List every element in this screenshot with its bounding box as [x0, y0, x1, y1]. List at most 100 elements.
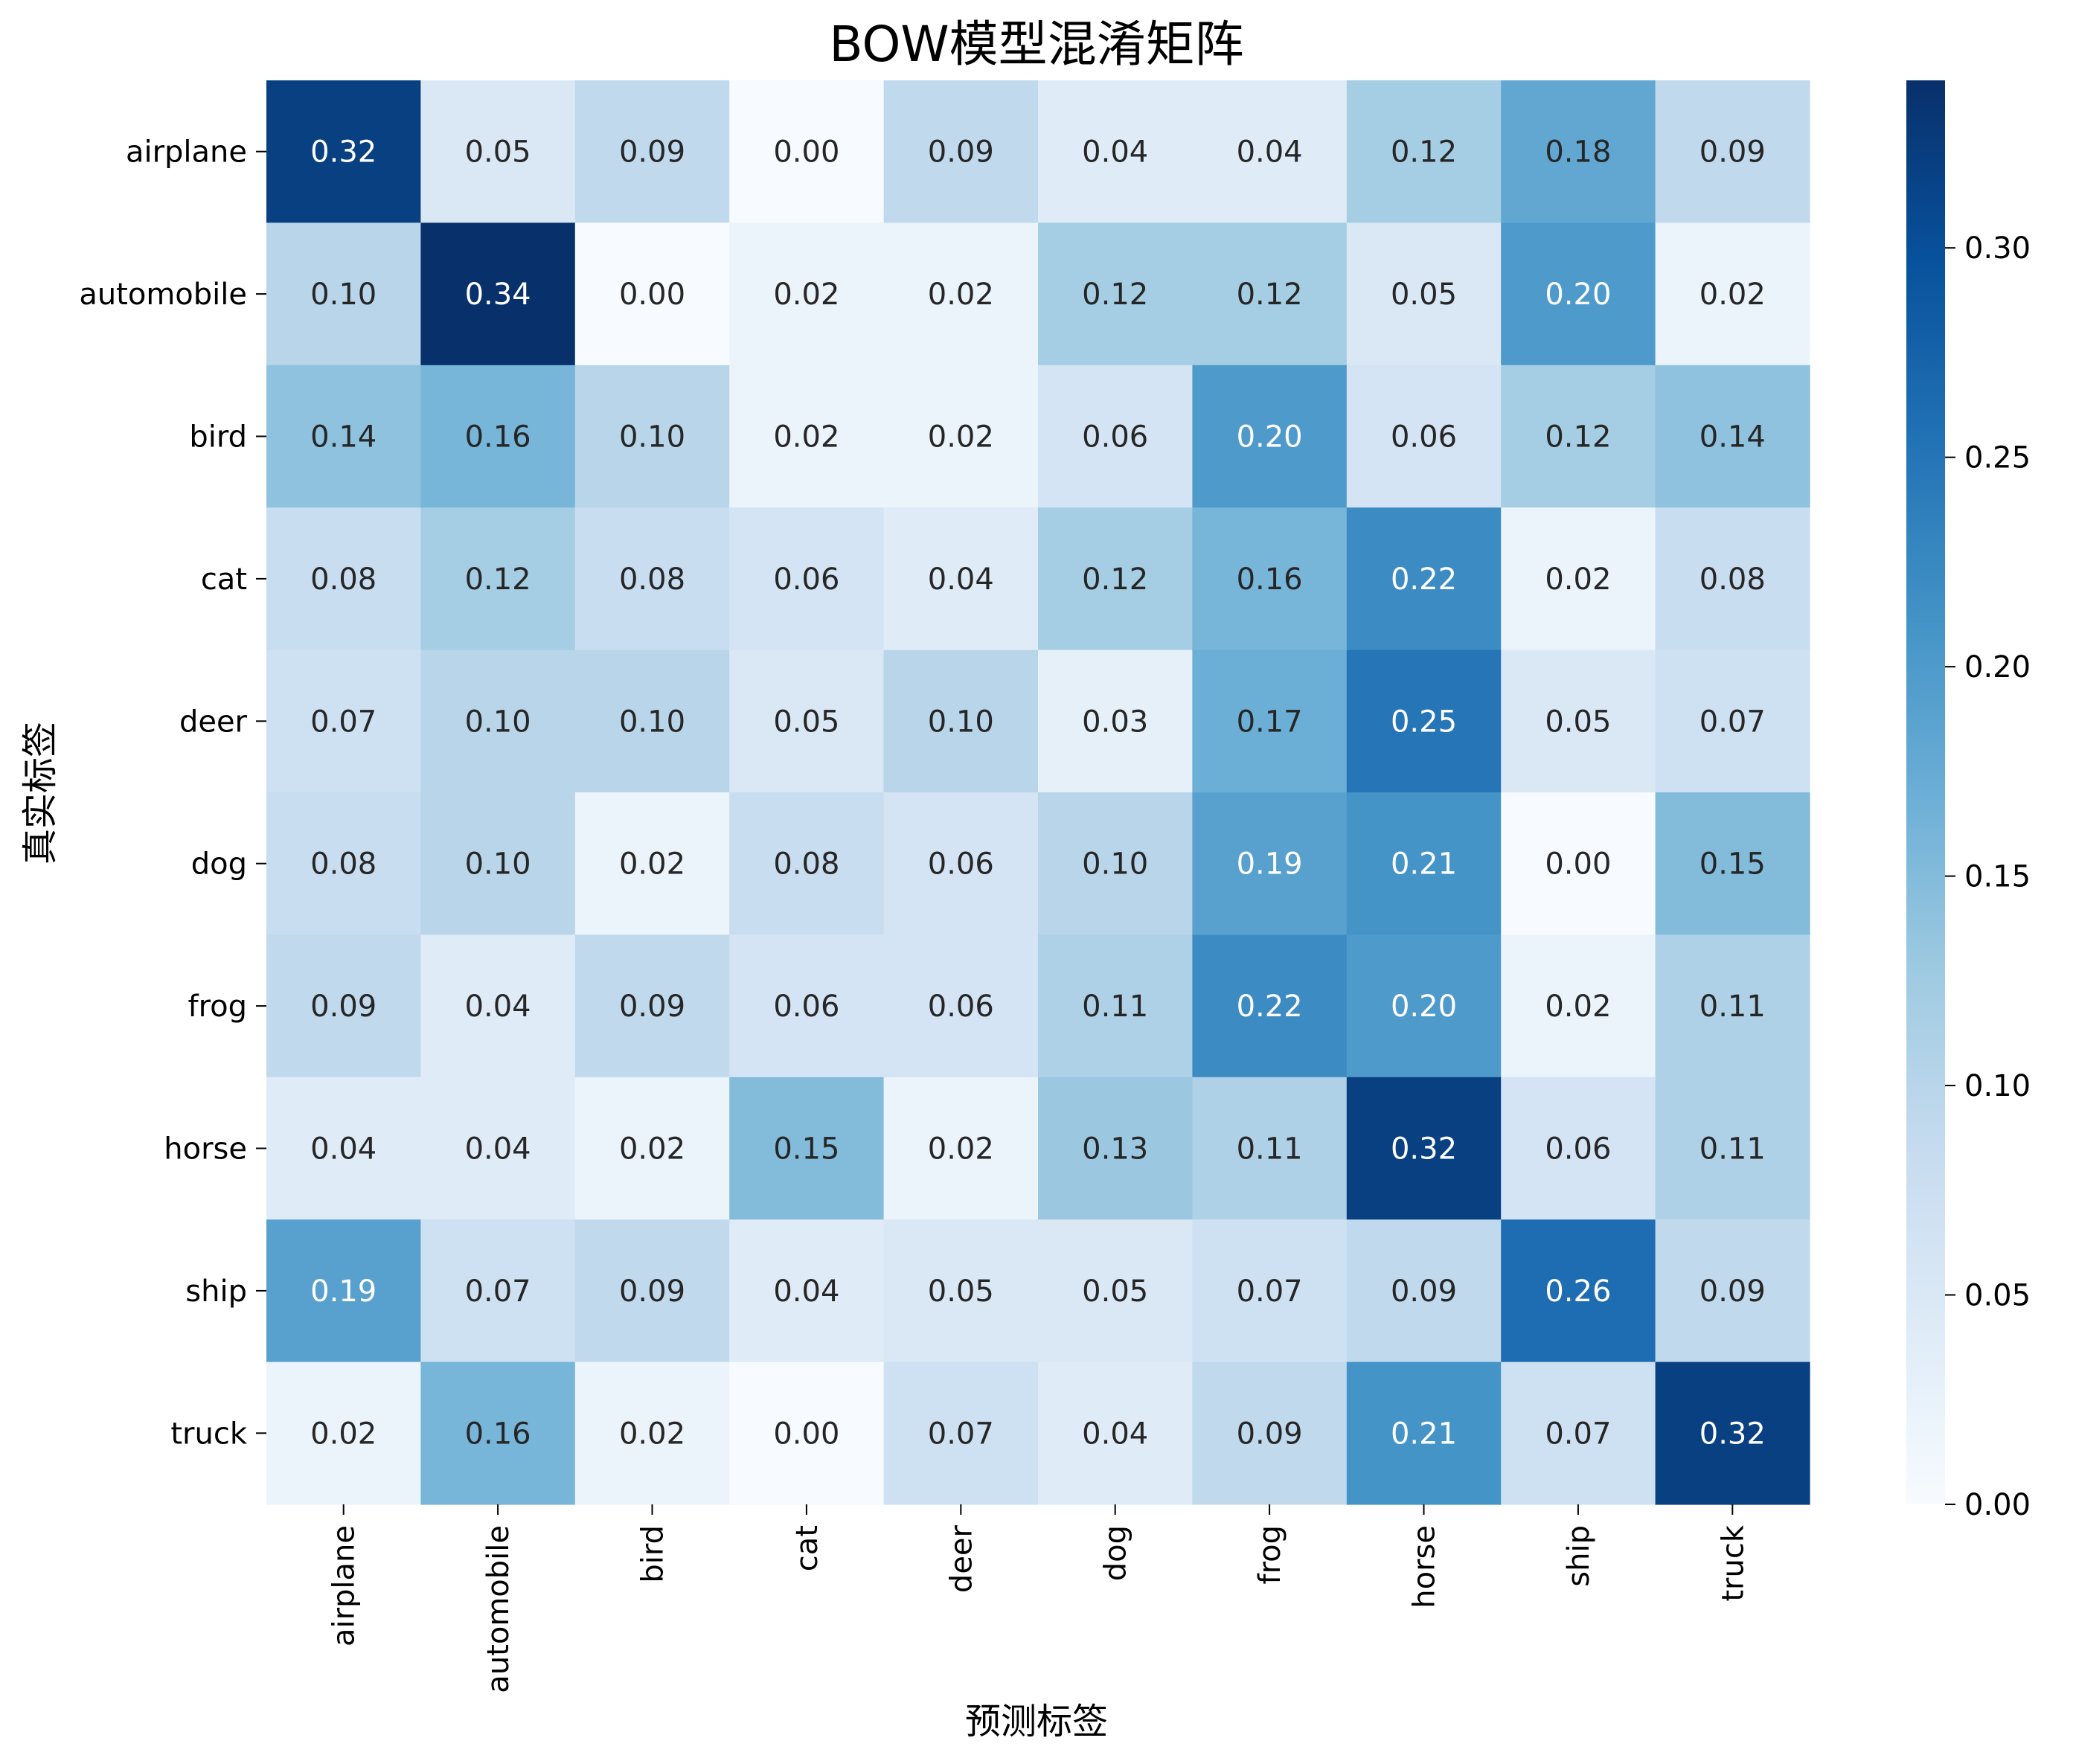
cell-value-label: 0.06	[1545, 1132, 1611, 1167]
heatmap-cell	[574, 365, 730, 508]
heatmap-cell	[729, 650, 885, 793]
y-axis-ticks: airplane automobile bird cat deer dog frog hors…	[79, 135, 266, 1451]
cell-value-label: 0.04	[465, 1132, 531, 1167]
cell-value-label: 0.12	[1082, 562, 1148, 597]
heatmap-cell	[1501, 80, 1656, 223]
cell-value-label: 0.04	[1082, 135, 1148, 170]
heatmap-cell	[420, 934, 576, 1078]
cell-value-label: 0.12	[1237, 278, 1303, 312]
heatmap-cell	[266, 80, 421, 223]
chart-title: BOW模型混淆矩阵	[829, 16, 1243, 73]
cell-value-label: 0.05	[773, 705, 839, 739]
heatmap-cell	[1346, 650, 1502, 793]
y-tick-label: horse	[164, 1132, 247, 1167]
cell-value-label: 0.08	[310, 562, 377, 597]
heatmap-cell	[266, 507, 421, 651]
cell-value-label: 0.16	[465, 420, 531, 455]
cell-value-label: 0.08	[619, 562, 685, 597]
heatmap-cell	[1655, 80, 1810, 223]
x-tick-label: horse	[1408, 1525, 1442, 1609]
cell-value-label: 0.12	[1545, 420, 1611, 455]
cell-value-label: 0.15	[1699, 847, 1766, 882]
cell-value-label: 0.08	[310, 847, 377, 882]
heatmap-cell	[1501, 934, 1656, 1078]
cell-value-label: 0.02	[1699, 278, 1766, 312]
heatmap-cell	[729, 80, 885, 223]
heatmap-cell	[1501, 365, 1656, 508]
x-tick-label: ship	[1562, 1525, 1596, 1587]
heatmap-cell	[1655, 1219, 1810, 1363]
cell-value-label: 0.04	[1237, 135, 1303, 170]
cell-value-label: 0.21	[1391, 1417, 1457, 1451]
colorbar-tick-label: 0.25	[1964, 441, 2031, 475]
cell-value-label: 0.03	[1082, 705, 1148, 739]
x-axis-ticks: airplane automobile bird cat deer dog frog hors…	[327, 1504, 1750, 1693]
cell-value-label: 0.20	[1237, 420, 1303, 455]
cell-value-label: 0.07	[465, 1274, 531, 1309]
heatmap-cell	[729, 934, 885, 1078]
heatmap-cell	[574, 934, 730, 1078]
heatmap-cell	[266, 1219, 421, 1363]
heatmap-cell	[1655, 1362, 1810, 1505]
cell-value-label: 0.06	[928, 990, 994, 1024]
heatmap-cell	[883, 80, 1039, 223]
heatmap-cell	[883, 1362, 1039, 1505]
cell-value-label: 0.05	[465, 135, 531, 170]
heatmap-cell	[266, 1077, 421, 1220]
heatmap-cell	[1192, 507, 1348, 651]
heatmap-cell	[266, 365, 421, 508]
cell-value-label: 0.02	[1545, 990, 1611, 1024]
cell-value-label: 0.34	[465, 278, 531, 312]
x-tick-label: bird	[636, 1525, 670, 1583]
cell-value-label: 0.21	[1391, 847, 1457, 882]
cell-value-label: 0.14	[1699, 420, 1766, 455]
cell-value-label: 0.11	[1237, 1132, 1303, 1167]
cell-value-label: 0.02	[619, 1417, 685, 1451]
cell-value-label: 0.06	[1082, 420, 1148, 455]
heatmap-cell	[1038, 80, 1193, 223]
cell-value-label: 0.12	[465, 562, 531, 597]
x-tick-label: frog	[1253, 1525, 1287, 1585]
colorbar-tick-label: 0.15	[1964, 860, 2031, 894]
heatmap-cell	[1346, 792, 1502, 935]
cell-value-label: 0.02	[619, 1132, 685, 1167]
colorbar	[1906, 80, 1945, 1504]
cell-value-label: 0.02	[773, 420, 839, 455]
cell-value-label: 0.15	[773, 1132, 839, 1167]
cell-value-label: 0.13	[1082, 1132, 1148, 1167]
cell-value-label: 0.12	[1391, 135, 1457, 170]
heatmap-cell	[1038, 222, 1193, 366]
heatmap-cell	[1192, 792, 1348, 935]
cell-value-label: 0.02	[773, 278, 839, 312]
heatmap-cell	[574, 1219, 730, 1363]
heatmap-cell	[420, 1219, 576, 1363]
cell-value-label: 0.09	[619, 1274, 685, 1309]
y-axis-label: 真实标签	[19, 722, 61, 865]
heatmap-cell	[574, 507, 730, 651]
cell-value-label: 0.05	[1391, 278, 1457, 312]
heatmap-cell	[1346, 507, 1502, 651]
heatmap-cell	[574, 222, 730, 366]
heatmap-cell	[1192, 222, 1348, 366]
heatmap-cell	[574, 80, 730, 223]
heatmap-cell	[420, 365, 576, 508]
heatmap-cell	[1346, 365, 1502, 508]
heatmap-cell	[1192, 934, 1348, 1078]
cell-value-label: 0.09	[1237, 1417, 1303, 1451]
heatmap-cell	[1192, 1077, 1348, 1220]
cell-value-label: 0.16	[465, 1417, 531, 1451]
heatmap-cell	[266, 934, 421, 1078]
cell-value-label: 0.00	[1545, 847, 1611, 882]
cell-value-label: 0.02	[1545, 562, 1611, 597]
heatmap-cell	[420, 792, 576, 935]
heatmap-cell	[1192, 1362, 1348, 1505]
heatmap-cell	[1038, 650, 1193, 793]
cell-value-label: 0.02	[928, 420, 994, 455]
heatmap-cell	[883, 934, 1039, 1078]
y-tick-label: automobile	[79, 278, 247, 312]
heatmap-cell	[1346, 80, 1502, 223]
heatmap-cell	[420, 80, 576, 223]
cell-value-label: 0.09	[619, 135, 685, 170]
heatmap-cell	[420, 1077, 576, 1220]
heatmap-cell	[574, 1362, 730, 1505]
